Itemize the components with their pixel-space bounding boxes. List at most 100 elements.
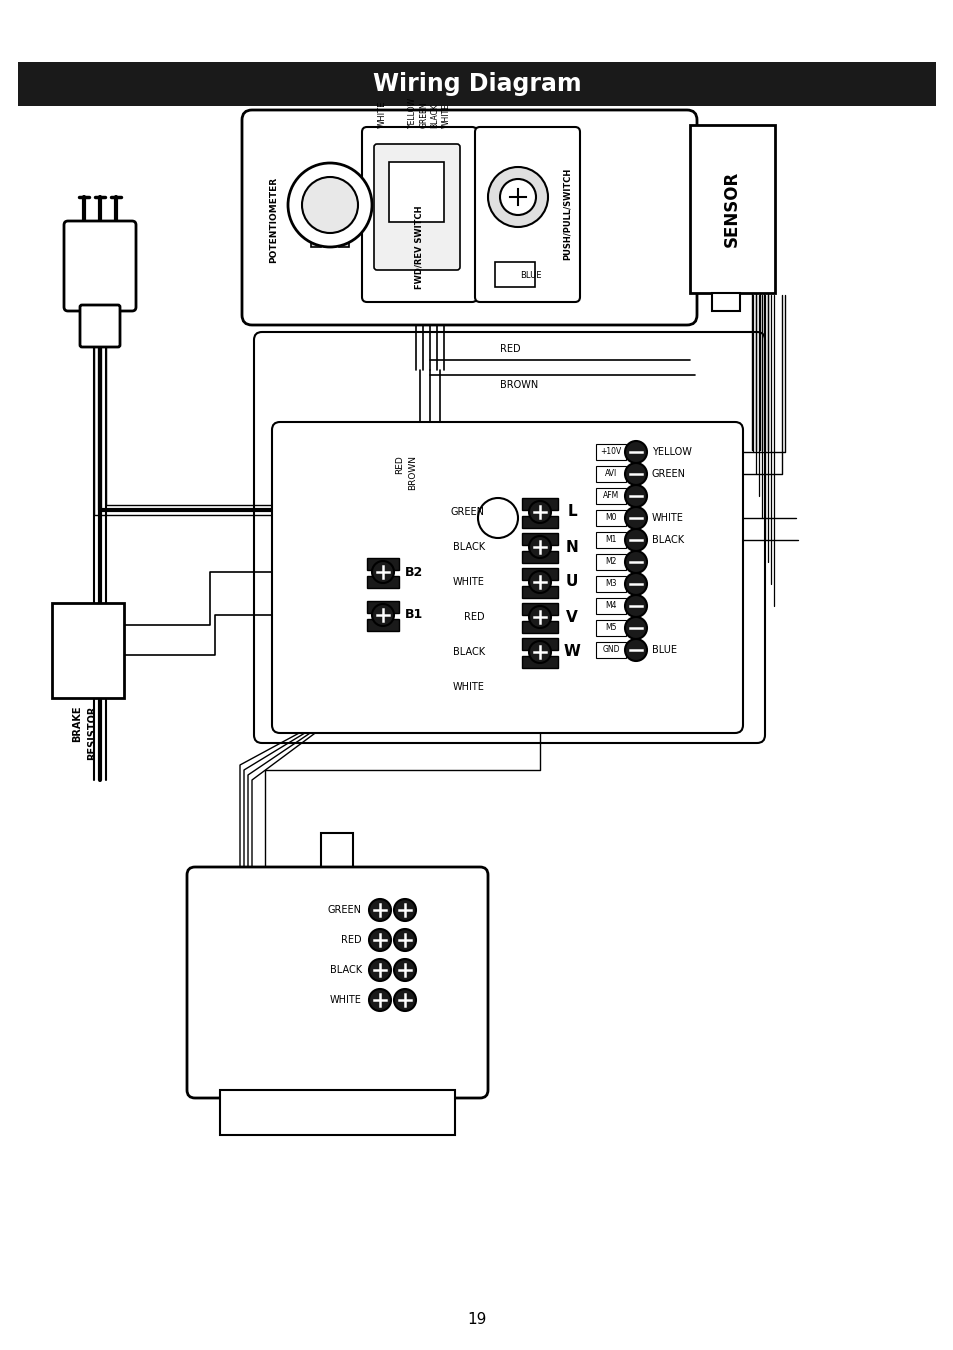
Text: B2: B2 — [405, 566, 423, 579]
Text: WHITE: WHITE — [441, 103, 450, 128]
Circle shape — [369, 899, 391, 921]
FancyBboxPatch shape — [272, 423, 742, 733]
Text: YELLOW: YELLOW — [651, 447, 691, 458]
Circle shape — [624, 572, 646, 595]
Text: RED: RED — [499, 344, 520, 354]
Text: WHITE: WHITE — [377, 101, 386, 128]
Text: BLACK: BLACK — [330, 965, 361, 975]
Bar — [521, 656, 558, 668]
Text: SENSOR: SENSOR — [722, 171, 740, 247]
Bar — [521, 533, 558, 545]
Circle shape — [624, 508, 646, 529]
Text: BLACK: BLACK — [453, 541, 484, 552]
Circle shape — [369, 958, 391, 981]
Bar — [521, 498, 558, 510]
Bar — [325, 234, 335, 247]
Text: AFM: AFM — [602, 491, 618, 501]
Circle shape — [477, 498, 517, 539]
Text: RED: RED — [341, 936, 361, 945]
Circle shape — [394, 929, 416, 950]
Bar — [367, 601, 398, 613]
Text: BLUE: BLUE — [651, 645, 677, 655]
Bar — [52, 603, 124, 698]
FancyBboxPatch shape — [374, 144, 459, 270]
Text: M0: M0 — [604, 513, 616, 522]
Text: BROWN: BROWN — [408, 455, 417, 490]
Bar — [596, 576, 625, 593]
Text: POTENTIOMETER: POTENTIOMETER — [269, 177, 278, 263]
Bar — [596, 510, 625, 526]
FancyBboxPatch shape — [475, 127, 579, 302]
Circle shape — [624, 617, 646, 639]
Bar — [320, 833, 353, 878]
Circle shape — [624, 551, 646, 572]
Bar — [596, 643, 625, 657]
Bar — [689, 126, 774, 293]
Circle shape — [302, 177, 357, 234]
Text: WHITE: WHITE — [651, 513, 683, 522]
Text: W: W — [563, 644, 579, 660]
Circle shape — [624, 441, 646, 463]
Circle shape — [529, 501, 551, 522]
Bar — [389, 162, 443, 221]
Text: N: N — [565, 540, 578, 555]
Circle shape — [394, 990, 416, 1011]
Circle shape — [488, 167, 547, 227]
Text: L: L — [567, 505, 577, 520]
Circle shape — [624, 485, 646, 508]
Bar — [367, 620, 398, 630]
Circle shape — [529, 606, 551, 628]
Text: WHITE: WHITE — [453, 682, 484, 693]
Bar — [521, 603, 558, 616]
Bar — [521, 568, 558, 580]
Circle shape — [288, 163, 372, 247]
Bar — [596, 466, 625, 482]
Text: +10V: +10V — [599, 447, 621, 456]
Text: BRAKE: BRAKE — [71, 706, 82, 743]
Text: GREEN: GREEN — [651, 468, 685, 479]
Text: M2: M2 — [604, 558, 616, 567]
Text: 19: 19 — [467, 1312, 486, 1327]
FancyBboxPatch shape — [80, 305, 120, 347]
Bar — [596, 598, 625, 614]
Circle shape — [394, 958, 416, 981]
Bar — [495, 262, 535, 288]
Circle shape — [369, 990, 391, 1011]
Text: GND: GND — [601, 645, 619, 655]
Text: RED: RED — [395, 455, 404, 474]
FancyBboxPatch shape — [361, 127, 476, 302]
FancyBboxPatch shape — [187, 867, 488, 1098]
Text: FWD/REV SWITCH: FWD/REV SWITCH — [414, 205, 423, 289]
Bar — [711, 293, 740, 310]
Text: RESISTOR: RESISTOR — [87, 706, 97, 760]
Bar — [367, 558, 398, 570]
FancyBboxPatch shape — [64, 221, 136, 310]
FancyBboxPatch shape — [242, 109, 697, 325]
Bar — [521, 516, 558, 528]
Circle shape — [529, 571, 551, 593]
Circle shape — [624, 463, 646, 485]
Text: PUSH/PULL/SWITCH: PUSH/PULL/SWITCH — [562, 167, 571, 261]
Circle shape — [499, 180, 536, 215]
Text: GREEN: GREEN — [451, 508, 484, 517]
Text: M4: M4 — [604, 602, 616, 610]
Circle shape — [369, 929, 391, 950]
Text: V: V — [565, 609, 578, 625]
Circle shape — [372, 562, 394, 583]
Text: M3: M3 — [604, 579, 616, 589]
Text: YELLOW: YELLOW — [407, 97, 416, 128]
Text: BROWN: BROWN — [499, 379, 537, 390]
Circle shape — [529, 641, 551, 663]
Circle shape — [624, 639, 646, 662]
Bar — [596, 444, 625, 460]
Text: GREEN: GREEN — [328, 904, 361, 915]
Circle shape — [394, 899, 416, 921]
Text: BLACK: BLACK — [453, 647, 484, 657]
Bar — [521, 621, 558, 633]
Text: M5: M5 — [604, 624, 616, 633]
Circle shape — [624, 595, 646, 617]
Text: GREEN: GREEN — [419, 101, 428, 128]
Bar — [367, 576, 398, 589]
Text: RED: RED — [464, 612, 484, 622]
Bar — [596, 554, 625, 570]
